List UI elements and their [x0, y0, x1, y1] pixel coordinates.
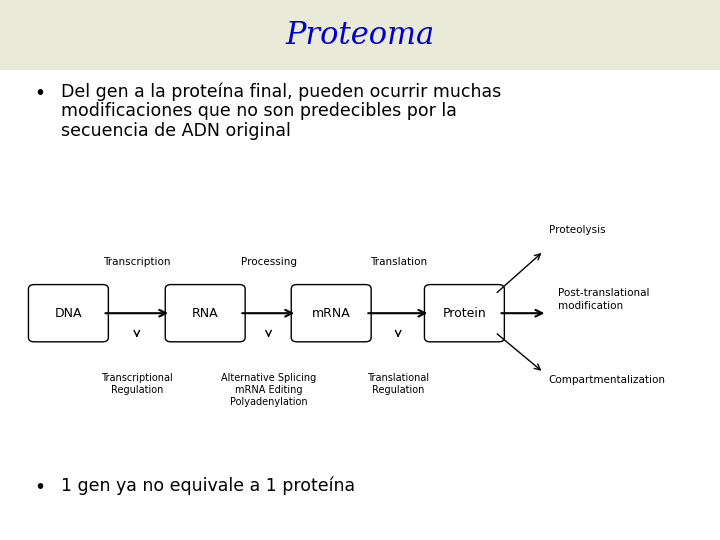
Text: mRNA: mRNA [312, 307, 351, 320]
Text: Proteolysis: Proteolysis [549, 225, 606, 235]
Text: •: • [34, 84, 45, 103]
Text: RNA: RNA [192, 307, 218, 320]
Text: secuencia de ADN original: secuencia de ADN original [61, 122, 291, 140]
FancyBboxPatch shape [29, 285, 108, 342]
Text: Translational
Regulation: Translational Regulation [367, 373, 429, 395]
FancyBboxPatch shape [425, 285, 504, 342]
Text: DNA: DNA [55, 307, 82, 320]
Text: Translation: Translation [369, 257, 427, 267]
Text: Compartmentalization: Compartmentalization [549, 375, 665, 386]
Text: Transcription: Transcription [103, 257, 171, 267]
Text: Del gen a la proteína final, pueden ocurrir muchas: Del gen a la proteína final, pueden ocur… [61, 82, 501, 100]
Text: Protein: Protein [443, 307, 486, 320]
Text: •: • [34, 478, 45, 497]
Text: modificaciones que no son predecibles por la: modificaciones que no son predecibles po… [61, 102, 457, 120]
Text: Post-translational
modification: Post-translational modification [558, 288, 649, 311]
Bar [0, 0, 720, 70]
Text: 1 gen ya no equivale a 1 proteína: 1 gen ya no equivale a 1 proteína [61, 476, 356, 495]
Text: Proteoma: Proteoma [285, 19, 435, 51]
FancyBboxPatch shape [291, 285, 372, 342]
Text: Processing: Processing [240, 257, 297, 267]
Text: Transcriptional
Regulation: Transcriptional Regulation [101, 373, 173, 395]
Text: Alternative Splicing
mRNA Editing
Polyadenylation: Alternative Splicing mRNA Editing Polyad… [221, 373, 316, 407]
FancyBboxPatch shape [165, 285, 245, 342]
